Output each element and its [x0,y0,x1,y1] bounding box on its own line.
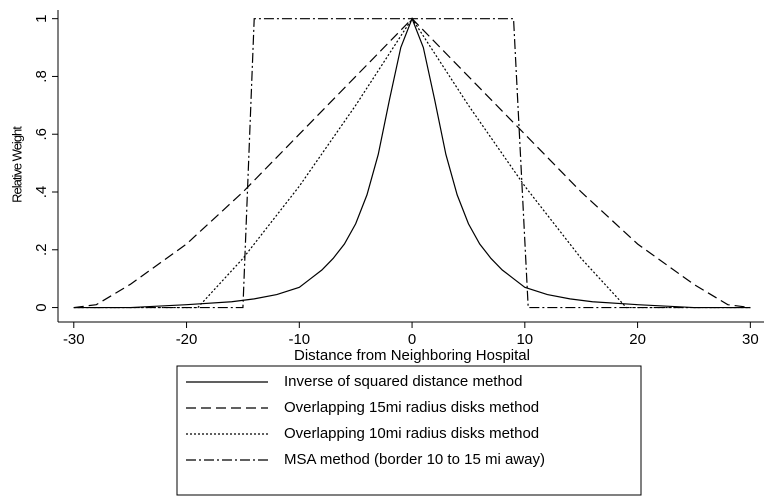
x-tick-label: -30 [63,331,85,348]
y-tick-label: 0 [33,303,50,311]
legend-box [176,365,642,496]
legend-label: Inverse of squared distance method [284,373,522,390]
y-tick-label: .8 [33,70,50,83]
y-tick-label: .6 [33,128,50,141]
x-tick-label: 0 [408,331,416,348]
x-tick-label: 30 [742,331,759,348]
legend-label: Overlapping 10mi radius disks method [284,425,539,442]
x-tick-label: -10 [288,331,310,348]
series-line [73,17,751,309]
y-tick-label: .2 [33,244,50,257]
legend-label: MSA method (border 10 to 15 mi away) [284,451,545,468]
series-line [73,17,751,309]
y-axis-title: Relative Weight [9,126,24,203]
series-line [73,18,751,309]
x-tick-label: -20 [176,331,198,348]
legend-label: Overlapping 15mi radius disks method [284,399,539,416]
y-tick-label: .4 [33,186,50,199]
x-tick-label: 10 [516,331,533,348]
y-tick-label: 1 [33,14,50,22]
x-tick-label: 20 [629,331,646,348]
x-axis-title: Distance from Neighboring Hospital [294,347,530,364]
series-line [73,17,751,309]
